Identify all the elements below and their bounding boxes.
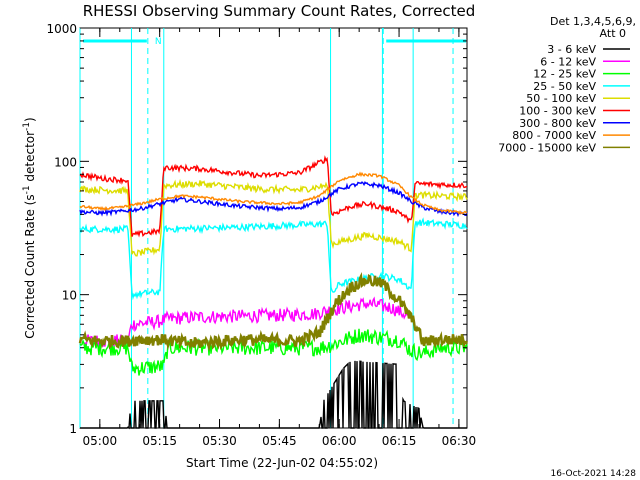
attenuator-label: N [155, 37, 162, 47]
x-tick-label: 05:00 [83, 434, 118, 448]
legend-label-8: 7000 - 15000 keV [498, 141, 596, 154]
x-tick-label: 06:15 [382, 434, 417, 448]
y-tick-label: 10 [62, 289, 77, 303]
x-tick-label: 06:00 [322, 434, 357, 448]
series-line-3 [79, 217, 468, 301]
legend-label-1: 6 - 12 keV [540, 55, 596, 68]
legend-label-5: 100 - 300 keV [519, 105, 596, 118]
y-axis: 1 10 100 1000 [46, 22, 467, 436]
series-line-0 [80, 360, 467, 430]
series-line-4 [79, 178, 468, 257]
x-tick-label: 05:15 [142, 434, 177, 448]
y-tick-label: 100 [54, 155, 77, 169]
series-line-1 [83, 296, 408, 349]
series-line-7 [79, 171, 468, 215]
x-tick-label: 05:45 [262, 434, 297, 448]
legend-label-0: 3 - 6 keV [547, 43, 596, 56]
plot-area: N [78, 28, 469, 430]
legend-label-4: 50 - 100 keV [526, 92, 596, 105]
series-line-5 [79, 155, 467, 238]
y-axis-label: Corrected Count Rate (s-1 detector-1) [22, 117, 37, 338]
x-tick-label: 06:30 [442, 434, 477, 448]
series-line-8 [78, 271, 469, 352]
legend-label-3: 25 - 50 keV [533, 80, 596, 93]
y-tick-label: 1000 [46, 22, 77, 36]
legend-header-2: Att 0 [600, 27, 626, 40]
chart-title: RHESSI Observing Summary Count Rates, Co… [83, 2, 476, 20]
timestamp: 16-Oct-2021 14:28 [551, 469, 637, 479]
x-axis: 05:00 05:15 05:30 05:45 06:00 06:15 06:30 [83, 28, 477, 448]
x-axis-label: Start Time (22-Jun-02 04:55:02) [186, 456, 378, 470]
series-line-6 [79, 181, 468, 218]
legend-label-6: 300 - 800 keV [519, 117, 596, 130]
legend-header-1: Det 1,3,4,5,6,9, [550, 15, 636, 28]
series-line-2 [79, 328, 468, 376]
legend-label-2: 12 - 25 keV [533, 68, 596, 81]
legend-label-7: 800 - 7000 keV [512, 129, 596, 142]
y-tick-label: 1 [69, 422, 77, 436]
x-tick-label: 05:30 [202, 434, 237, 448]
